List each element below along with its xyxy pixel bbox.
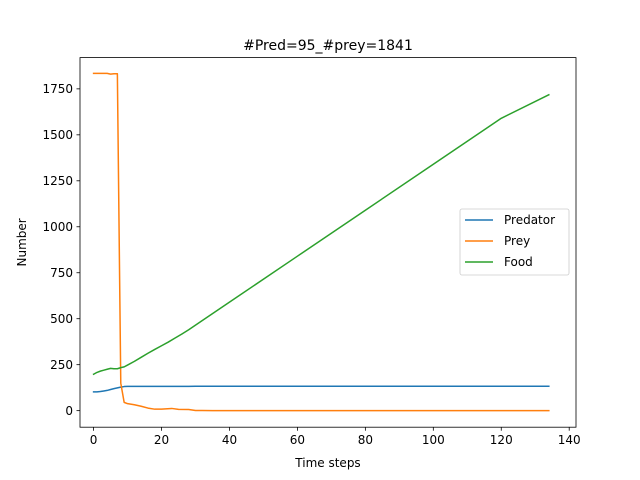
y-tick-label: 1250 <box>42 174 73 188</box>
x-tick-label: 20 <box>154 433 169 447</box>
y-tick-label: 1500 <box>42 128 73 142</box>
y-tick-label: 1000 <box>42 220 73 234</box>
legend-box <box>459 208 570 276</box>
x-axis-label: Time steps <box>294 456 360 470</box>
legend-label-prey: Prey <box>504 234 530 248</box>
x-tick-label: 100 <box>422 433 445 447</box>
x-tick-label: 80 <box>358 433 373 447</box>
legend-label-food: Food <box>504 255 533 269</box>
x-tick-label: 0 <box>90 433 98 447</box>
x-tick-label: 40 <box>222 433 237 447</box>
series-layer <box>92 72 550 412</box>
x-tick-label: 60 <box>290 433 305 447</box>
x-axis-ticks: 0 20 40 60 80 100 120 140 <box>90 427 581 447</box>
legend-label-predator: Predator <box>504 213 555 227</box>
y-tick-label: 500 <box>50 312 73 326</box>
y-tick-label: 0 <box>65 404 73 418</box>
x-tick-label: 140 <box>558 433 581 447</box>
series-line-food <box>92 93 550 376</box>
y-tick-label: 1750 <box>42 82 73 96</box>
y-tick-label: 750 <box>50 266 73 280</box>
y-tick-label: 250 <box>50 358 73 372</box>
x-tick-label: 120 <box>490 433 513 447</box>
series-line-predator <box>92 385 550 393</box>
plot-frame <box>79 57 577 428</box>
chart-title: #Pred=95_#prey=1841 <box>243 38 413 54</box>
series-line-prey <box>92 72 550 412</box>
y-axis-ticks: 0 250 500 750 1000 1250 1500 1750 <box>42 82 80 418</box>
legend: Predator Prey Food <box>459 208 570 276</box>
y-axis-label: Number <box>15 218 29 266</box>
